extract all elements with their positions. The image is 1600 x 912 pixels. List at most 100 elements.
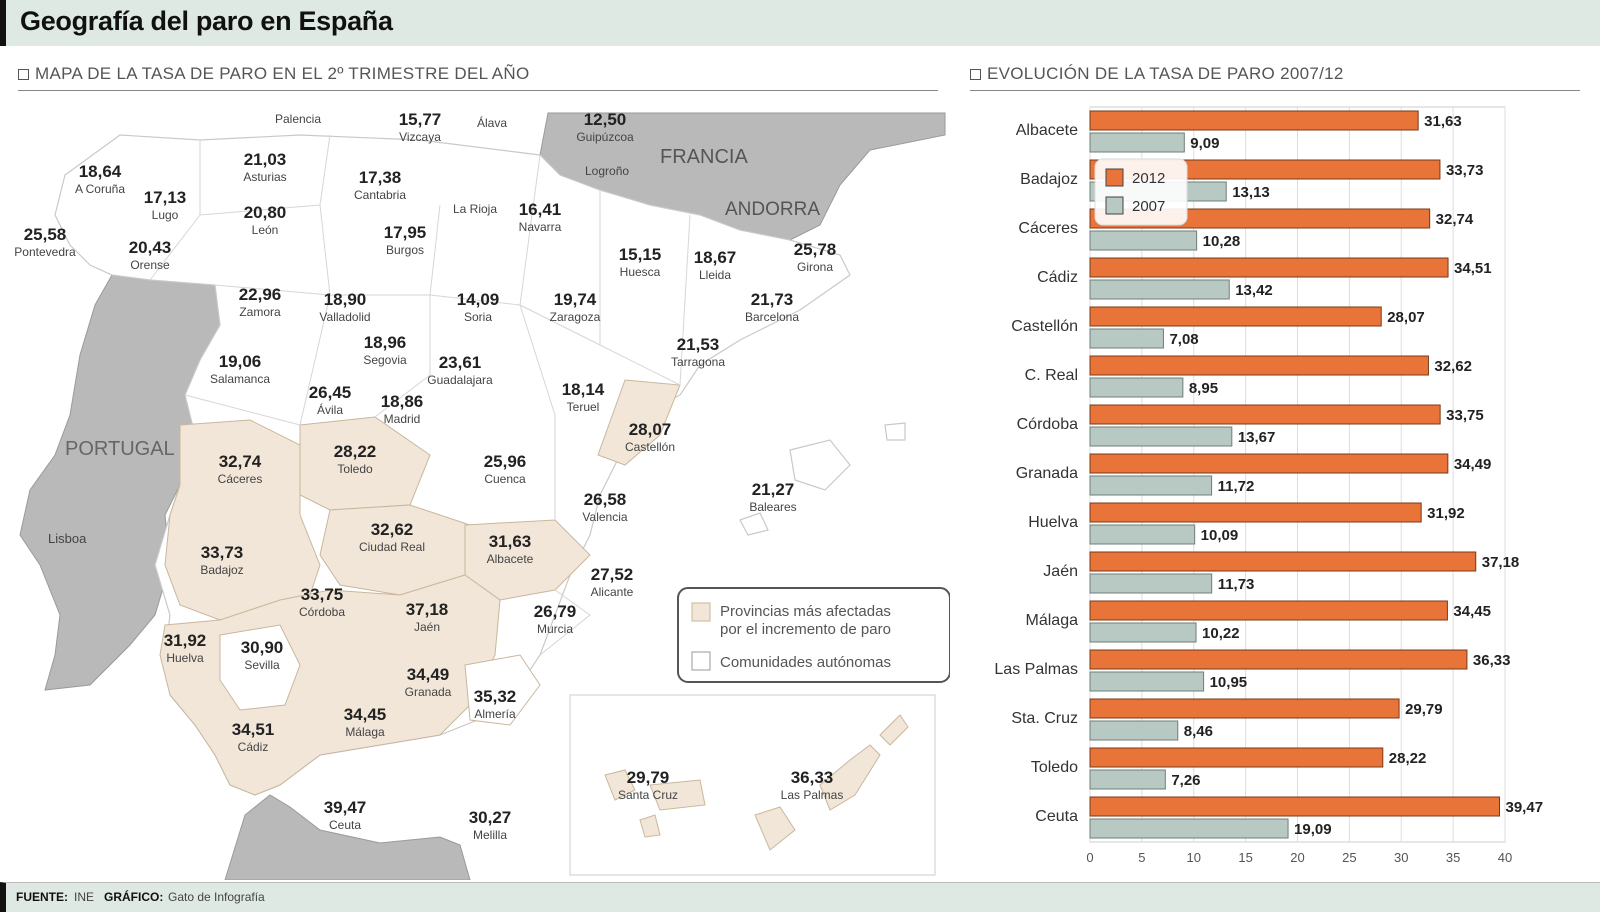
province-value: 25,58 [24, 225, 67, 244]
province-name: Badajoz [200, 563, 243, 577]
bar-2007-value-label: 8,46 [1184, 723, 1213, 740]
bar-2012 [1089, 502, 1422, 523]
province-name: Zamora [239, 305, 281, 319]
province-value: 20,80 [244, 203, 287, 222]
province-value: 27,52 [591, 565, 634, 584]
bar-2007-value-label: 11,73 [1218, 576, 1255, 593]
province-name: Lleida [699, 268, 731, 282]
province-borders [149, 134, 691, 656]
province-value: 30,27 [469, 808, 512, 827]
bar-2012-value-label: 31,63 [1424, 113, 1462, 130]
canarias-inset-frame [569, 694, 936, 876]
province-name: Zaragoza [550, 310, 601, 324]
province-name: Las Palmas [781, 788, 844, 802]
province-name: Salamanca [210, 372, 270, 386]
province-name: Santa Cruz [618, 788, 678, 802]
bar-2007 [1089, 328, 1164, 349]
bar-2007 [1089, 132, 1185, 153]
bar-2007 [1089, 475, 1213, 496]
chart-section-title-text: EVOLUCIÓN DE LA TASA DE PARO 2007/12 [987, 64, 1344, 83]
chart-section-rule [970, 90, 1580, 91]
province-name: Girona [797, 260, 833, 274]
province-name: Pontevedra [14, 245, 76, 259]
province-value: 34,51 [232, 720, 275, 739]
bar-2012-value-label: 33,73 [1446, 162, 1484, 179]
almeria-region [464, 654, 541, 726]
bar-2007-value-label: 7,08 [1169, 331, 1198, 348]
province-name: Valladolid [319, 310, 370, 324]
canarias-islands [604, 714, 909, 851]
province-value: 28,22 [334, 442, 377, 461]
province-value: 19,74 [554, 290, 597, 309]
province-value: 32,62 [371, 520, 414, 539]
province-name: Madrid [384, 412, 421, 426]
spain-unemployment-map: PORTUGAL FRANCIA ANDORRA Lisboa Logroño … [14, 110, 950, 880]
province-name: Cáceres [218, 472, 263, 486]
province-name: Barcelona [745, 310, 799, 324]
province-name: Cuenca [484, 472, 526, 486]
section-box-icon [970, 68, 981, 80]
category-label: Badajoz [1020, 171, 1078, 188]
province-name: Palencia [275, 112, 321, 126]
bar-2012-value-label: 29,79 [1405, 701, 1443, 718]
province-value: 18,96 [364, 333, 407, 352]
footer: FUENTE: INE GRÁFICO: Gato de Infografía [0, 882, 1600, 912]
bar-2007 [1089, 720, 1179, 741]
province-value: 19,06 [219, 352, 262, 371]
province-name: Teruel [567, 400, 600, 414]
footer-source-label: FUENTE: [16, 890, 68, 904]
province-value: 25,96 [484, 452, 527, 471]
province-name: Castellón [625, 440, 675, 454]
footer-graphic-label: GRÁFICO: [104, 890, 164, 904]
legend-swatch-plain [691, 651, 711, 671]
category-label: Huelva [1028, 514, 1078, 531]
bar-2012-value-label: 39,47 [1506, 799, 1544, 816]
bar-2012 [1089, 257, 1449, 278]
footer-source-value: INE [74, 890, 95, 904]
category-label: Córdoba [1017, 416, 1078, 433]
province-value: 33,75 [301, 585, 344, 604]
map-section-title: MAPA DE LA TASA DE PARO EN EL 2º TRIMEST… [18, 64, 530, 84]
province-value: 36,33 [791, 768, 834, 787]
province-name: Valencia [582, 510, 627, 524]
bar-2007 [1089, 573, 1213, 594]
province-value: 33,73 [201, 543, 244, 562]
province-name: Cádiz [238, 740, 269, 754]
legend-label-affected-line: por el incremento de paro [720, 621, 891, 638]
province-name: Guipúzcoa [576, 130, 634, 144]
province-name: Burgos [386, 243, 424, 257]
province-name: Lugo [152, 208, 179, 222]
province-name: Cantabria [354, 188, 406, 202]
category-label: Jaén [1043, 563, 1078, 580]
category-label: Castellón [1011, 318, 1078, 335]
category-label: Sta. Cruz [1011, 710, 1078, 727]
province-value: 15,77 [399, 110, 442, 129]
affected-region-andalucia [159, 574, 501, 796]
province-value: 37,18 [406, 600, 449, 619]
bar-2012-value-label: 28,07 [1387, 309, 1425, 326]
category-label: C. Real [1025, 367, 1078, 384]
province-name: Murcia [537, 622, 573, 636]
bar-2012 [1089, 306, 1382, 327]
x-tick-label: 25 [1342, 850, 1356, 865]
category-label: Málaga [1026, 612, 1079, 629]
province-name: Guadalajara [427, 373, 493, 387]
province-name: Alicante [591, 585, 634, 599]
legend-label-plain: Comunidades autónomas [720, 654, 891, 671]
page-title: Geografía del paro en España [20, 6, 393, 36]
legend-swatch-2007 [1105, 196, 1124, 215]
affected-region-extremadura [164, 419, 321, 621]
province-name: Navarra [519, 220, 562, 234]
bar-2007 [1089, 671, 1205, 692]
province-name: Soria [464, 310, 492, 324]
bar-2012-value-label: 31,92 [1427, 505, 1465, 522]
bar-2007 [1089, 769, 1166, 790]
province-value: 18,14 [562, 380, 605, 399]
province-name: Huesca [620, 265, 661, 279]
unemployment-bar-chart: Albacete Badajoz Cáceres Cádiz Castellón C. R… [994, 106, 1544, 865]
bar-2012 [1089, 600, 1448, 621]
bar-2012-value-label: 32,62 [1434, 358, 1472, 375]
province-value: 20,43 [129, 238, 172, 257]
country-label-portugal: PORTUGAL [65, 438, 175, 460]
province-name: Almería [474, 707, 516, 721]
